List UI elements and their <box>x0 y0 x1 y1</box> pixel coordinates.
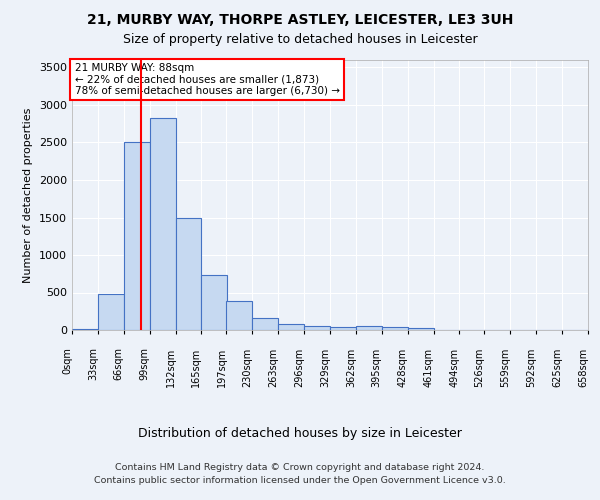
Y-axis label: Number of detached properties: Number of detached properties <box>23 108 34 282</box>
Text: 132sqm: 132sqm <box>166 348 176 387</box>
Text: Distribution of detached houses by size in Leicester: Distribution of detached houses by size … <box>138 428 462 440</box>
Text: 658sqm: 658sqm <box>578 348 588 387</box>
Bar <box>356 326 382 330</box>
Bar <box>98 294 124 330</box>
Text: 461sqm: 461sqm <box>424 348 434 387</box>
Text: 625sqm: 625sqm <box>552 348 562 387</box>
Bar <box>304 326 330 330</box>
Text: 197sqm: 197sqm <box>217 348 226 387</box>
Bar <box>124 142 149 330</box>
Text: Contains HM Land Registry data © Crown copyright and database right 2024.: Contains HM Land Registry data © Crown c… <box>115 462 485 471</box>
Text: 559sqm: 559sqm <box>500 348 511 387</box>
Text: 66sqm: 66sqm <box>114 348 124 380</box>
Bar <box>253 318 278 330</box>
Text: 526sqm: 526sqm <box>475 348 484 387</box>
Text: 296sqm: 296sqm <box>294 348 304 387</box>
Bar <box>407 328 434 330</box>
Bar <box>382 326 407 330</box>
Text: 263sqm: 263sqm <box>268 348 278 387</box>
Text: 395sqm: 395sqm <box>372 348 382 387</box>
Bar <box>72 329 98 330</box>
Text: 0sqm: 0sqm <box>62 348 72 374</box>
Bar <box>176 218 202 330</box>
Bar <box>149 118 176 330</box>
Text: 329sqm: 329sqm <box>320 348 330 387</box>
Text: 362sqm: 362sqm <box>346 348 356 387</box>
Text: Contains public sector information licensed under the Open Government Licence v3: Contains public sector information licen… <box>94 476 506 485</box>
Bar <box>226 300 253 330</box>
Text: 230sqm: 230sqm <box>242 348 253 387</box>
Text: 592sqm: 592sqm <box>526 348 536 387</box>
Text: 428sqm: 428sqm <box>398 348 407 387</box>
Bar <box>278 324 304 330</box>
Text: 99sqm: 99sqm <box>140 348 149 380</box>
Text: 21, MURBY WAY, THORPE ASTLEY, LEICESTER, LE3 3UH: 21, MURBY WAY, THORPE ASTLEY, LEICESTER,… <box>87 12 513 26</box>
Text: 21 MURBY WAY: 88sqm
← 22% of detached houses are smaller (1,873)
78% of semi-det: 21 MURBY WAY: 88sqm ← 22% of detached ho… <box>74 62 340 96</box>
Bar <box>330 326 356 330</box>
Text: Size of property relative to detached houses in Leicester: Size of property relative to detached ho… <box>122 32 478 46</box>
Text: 33sqm: 33sqm <box>88 348 98 380</box>
Text: 494sqm: 494sqm <box>449 348 460 387</box>
Text: 165sqm: 165sqm <box>191 348 202 387</box>
Bar <box>202 274 227 330</box>
